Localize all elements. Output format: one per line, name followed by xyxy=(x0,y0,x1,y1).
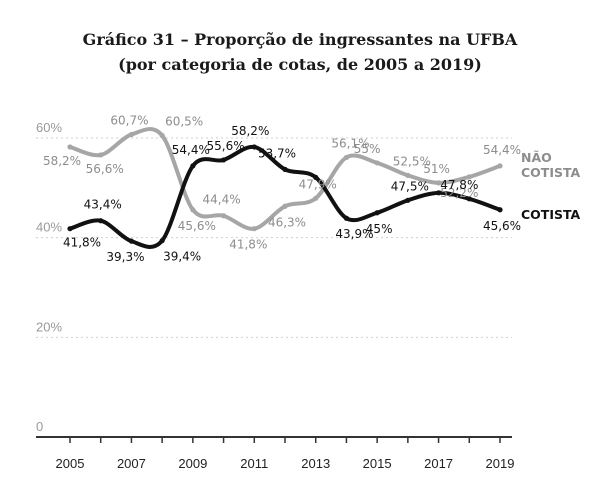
data-label-nao-cotista-2019: 54,4% xyxy=(483,143,521,157)
data-point-cotista-2016 xyxy=(405,197,411,203)
data-point-cotista-2019 xyxy=(497,207,503,213)
data-label-nao-cotista-2015: 55% xyxy=(354,142,381,156)
data-point-nao-cotista-2015 xyxy=(374,160,380,166)
data-label-nao-cotista-2006: 56,6% xyxy=(86,162,124,176)
data-label-nao-cotista-2011: 41,8% xyxy=(229,238,267,252)
gridlines: 0 20% 40% 60% xyxy=(36,120,512,434)
data-point-cotista-2015 xyxy=(374,210,380,216)
data-label-nao-cotista-2007: 60,7% xyxy=(110,114,148,128)
data-label-nao-cotista-2013: 47,9% xyxy=(299,177,337,191)
data-label-cotista-2005: 41,8% xyxy=(63,236,101,250)
data-label-nao-cotista-2016: 52,5% xyxy=(393,154,431,168)
data-label-nao-cotista-2009: 45,6% xyxy=(178,219,216,233)
data-label-nao-cotista-2005: 58,2% xyxy=(43,154,81,168)
x-tick-label-2017: 2017 xyxy=(424,456,453,471)
data-point-cotista-2008 xyxy=(159,238,165,244)
data-label-cotista-2014: 43,9% xyxy=(335,227,373,241)
series-labels: NÃO COTISTA COTISTA xyxy=(521,150,581,222)
data-point-nao-cotista-2008 xyxy=(159,132,165,139)
y-tick-label-60: 60% xyxy=(36,120,62,135)
series-label-nao-cotista-line1: NÃO xyxy=(521,150,552,165)
x-tick-label-2009: 2009 xyxy=(178,456,207,471)
x-tick-label-2015: 2015 xyxy=(363,456,392,471)
data-label-cotista-2009: 54,4% xyxy=(172,143,210,157)
data-point-nao-cotista-2012 xyxy=(282,203,288,209)
data-point-nao-cotista-2018 xyxy=(466,174,472,180)
x-tick-label-2011: 2011 xyxy=(240,456,268,471)
y-tick-label-20: 20% xyxy=(36,319,62,334)
data-point-nao-cotista-2017 xyxy=(435,180,442,186)
data-label-nao-cotista-2018: 52,2% xyxy=(440,186,478,200)
series-line-nao-cotista xyxy=(68,127,502,231)
data-point-nao-cotista-2014 xyxy=(343,154,350,161)
data-label-cotista-2018: 47,8% xyxy=(440,178,478,192)
data-point-nao-cotista-2016 xyxy=(405,172,411,178)
data-point-nao-cotista-2011 xyxy=(251,226,257,232)
y-tick-label-40: 40% xyxy=(36,220,62,235)
data-point-nao-cotista-2007 xyxy=(128,131,135,138)
data-labels: 58,2%56,6%60,7% 60,5%45,6%44,4%41,8%46,3%… xyxy=(43,114,521,265)
data-point-nao-cotista-2010 xyxy=(220,213,227,219)
x-tick-label-2005: 2005 xyxy=(56,456,85,471)
chart-title-line2: (por categoria de cotas, de 2005 a 2019) xyxy=(118,55,482,74)
series-label-nao-cotista-line2: COTISTA xyxy=(521,165,581,180)
data-label-nao-cotista-2017: 51% xyxy=(423,162,450,176)
x-tick-label-2007: 2007 xyxy=(117,456,146,471)
data-label-cotista-2011: 58,2% xyxy=(231,124,269,138)
data-label-nao-cotista-2012: 46,3% xyxy=(268,215,306,229)
data-label-cotista-2012: 53,7% xyxy=(258,146,296,160)
data-label-cotista-2015: 45% xyxy=(366,222,393,236)
axes: 2005 2007 2009 2011 2013 2015 2017 2019 xyxy=(36,436,515,471)
data-label-nao-cotista-2010: 44,4% xyxy=(203,193,241,207)
data-label-cotista-2016: 47,5% xyxy=(391,179,429,193)
data-point-cotista-2010 xyxy=(220,157,227,163)
series-label-cotista: COTISTA xyxy=(521,207,581,222)
data-point-cotista-2014 xyxy=(343,215,350,221)
data-label-cotista-2019: 45,6% xyxy=(483,219,521,233)
y-tick-label-0: 0 xyxy=(36,419,43,434)
series-lines xyxy=(67,127,503,249)
data-label-cotista-2007: 39,3% xyxy=(106,250,144,264)
data-label-cotista-2006: 43,4% xyxy=(84,198,122,212)
data-label-cotista-2010: 55,6% xyxy=(207,139,245,153)
data-point-cotista-2018 xyxy=(466,196,472,202)
data-point-cotista-2017 xyxy=(435,190,442,196)
chart-title-line1: Gráfico 31 – Proporção de ingressantes n… xyxy=(82,30,518,49)
data-point-cotista-2007 xyxy=(128,238,135,244)
data-label-nao-cotista-2014: 56,1% xyxy=(331,136,369,150)
x-tick-label-2019: 2019 xyxy=(486,456,515,471)
data-label-cotista-2008: 39,4% xyxy=(163,250,201,264)
data-point-nao-cotista-2009 xyxy=(190,207,196,213)
data-point-cotista-2012 xyxy=(282,166,288,172)
x-tick-label-2013: 2013 xyxy=(301,456,330,471)
data-point-cotista-2009 xyxy=(190,163,196,169)
data-point-cotista-2005 xyxy=(67,226,73,232)
data-point-nao-cotista-2019 xyxy=(497,163,503,169)
data-label-nao-cotista-2008: 60,5% xyxy=(165,115,203,129)
data-point-nao-cotista-2006 xyxy=(98,152,104,158)
data-point-cotista-2006 xyxy=(98,218,104,224)
data-point-cotista-2011 xyxy=(251,144,257,150)
data-point-cotista-2013 xyxy=(313,174,319,180)
data-point-nao-cotista-2013 xyxy=(313,195,319,201)
data-point-nao-cotista-2005 xyxy=(67,144,73,150)
